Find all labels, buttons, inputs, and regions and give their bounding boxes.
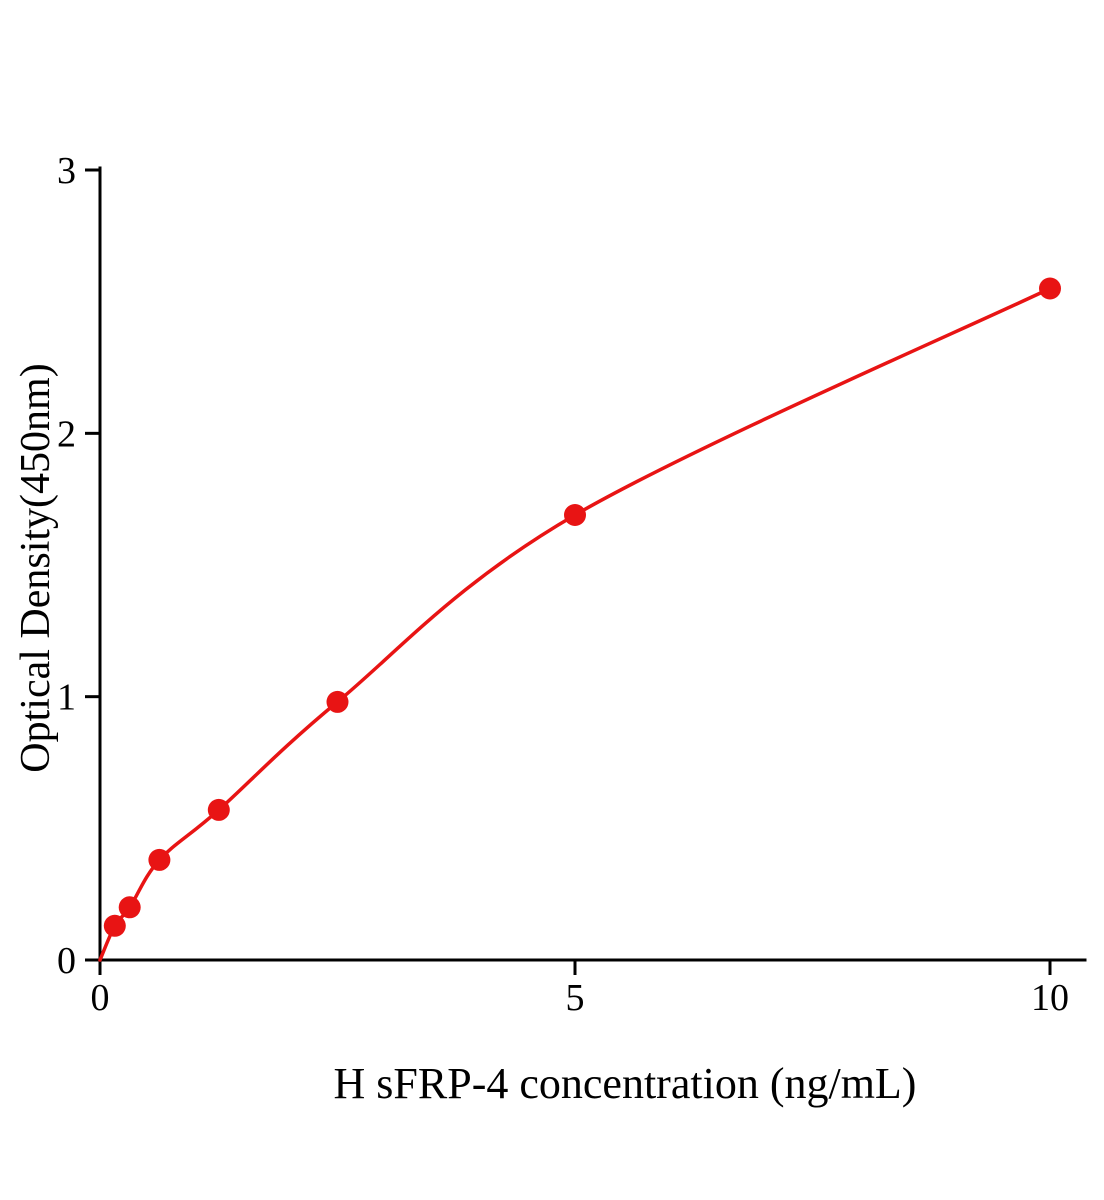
data-point [207, 798, 230, 821]
data-point [1039, 277, 1061, 300]
y-tick-label: 3 [57, 150, 76, 192]
y-axis-title: Optical Density(450nm) [13, 363, 59, 773]
data-point [148, 848, 171, 871]
y-tick-label: 1 [57, 677, 76, 719]
y-tick-label: 2 [57, 413, 76, 455]
x-tick-label: 5 [566, 977, 585, 1019]
x-tick-label: 0 [91, 977, 110, 1019]
data-point [326, 690, 349, 713]
y-tick-label: 0 [57, 940, 76, 982]
x-axis-title: H sFRP-4 concentration (ng/mL) [333, 1059, 917, 1108]
axes-lines [98, 166, 1087, 962]
fit-curve [98, 286, 1052, 962]
data-point [118, 896, 141, 919]
data-point [103, 914, 126, 937]
x-tick-label: 10 [1031, 977, 1069, 1019]
data-point [564, 504, 586, 526]
